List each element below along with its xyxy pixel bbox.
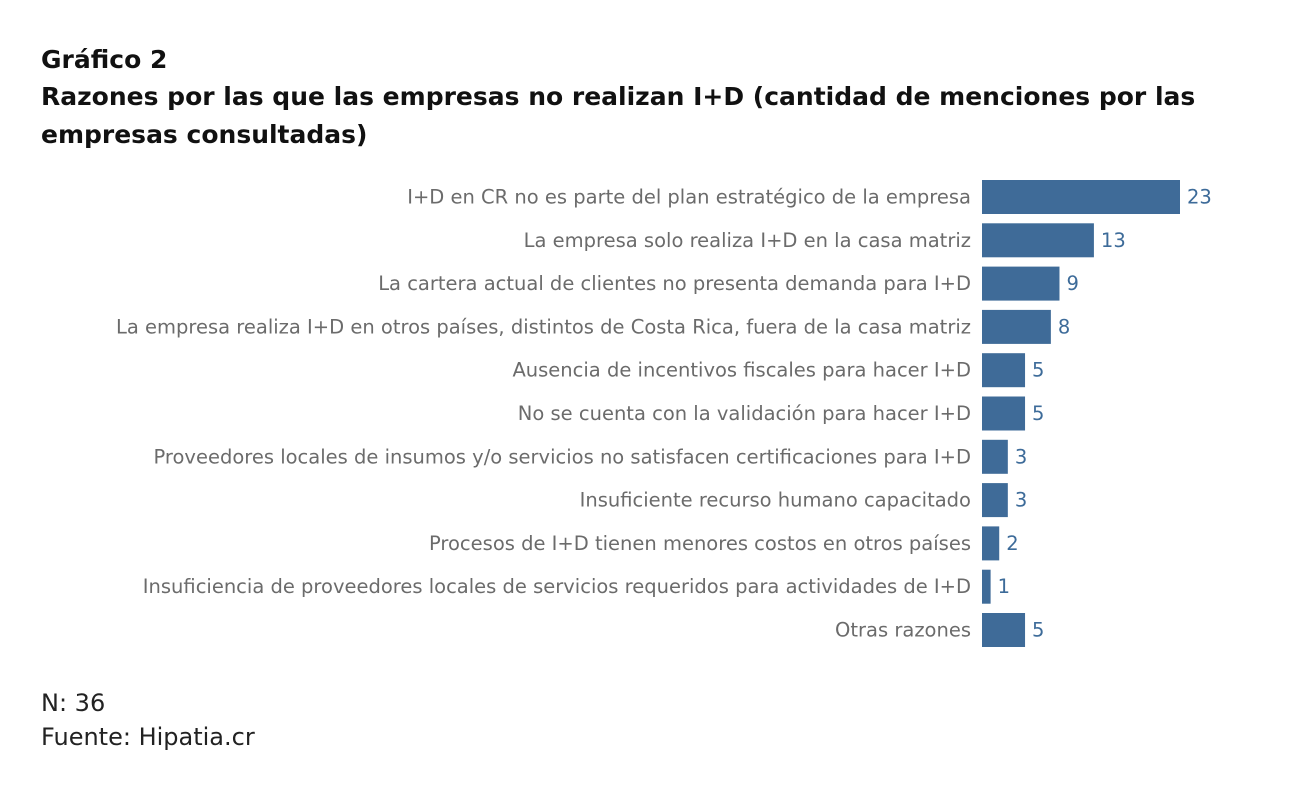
value-label: 9 [1066,272,1078,295]
value-label: 3 [1015,489,1027,512]
category-label: Procesos de I+D tienen menores costos en… [429,532,971,555]
title-block: Gráfico 2 Razones por las que las empres… [41,42,1241,154]
value-label: 23 [1187,186,1212,209]
value-label: 5 [1032,619,1044,642]
category-label: I+D en CR no es parte del plan estratégi… [407,186,971,209]
value-label: 13 [1101,229,1126,252]
category-label: Otras razones [835,619,971,642]
category-label: La cartera actual de clientes no present… [378,272,971,295]
category-label: Insuficiente recurso humano capacitado [580,489,971,512]
footer: N: 36 Fuente: Hipatia.cr [41,686,255,754]
category-label: Ausencia de incentivos fiscales para hac… [512,359,971,382]
value-label: 3 [1015,445,1027,468]
value-label: 1 [998,575,1010,598]
bar [982,266,1060,301]
chart-number: Gráfico 2 [41,45,168,74]
bar [982,180,1180,214]
bar [982,223,1094,258]
value-label: 8 [1058,315,1070,338]
category-label: No se cuenta con la validación para hace… [518,402,971,425]
value-label: 2 [1006,532,1018,555]
bar [982,439,1008,474]
bar [982,526,1000,561]
bar [982,353,1026,388]
source-note: Fuente: Hipatia.cr [41,723,255,751]
bar [982,483,1008,518]
category-label: Proveedores locales de insumos y/o servi… [153,445,971,468]
bar [982,396,1026,431]
value-label: 5 [1032,402,1044,425]
bar [982,309,1051,344]
sample-size-note: N: 36 [41,689,106,717]
category-label: La empresa realiza I+D en otros países, … [116,315,971,338]
bars-group [982,180,1180,647]
category-label: La empresa solo realiza I+D en la casa m… [524,229,971,252]
chart-title: Razones por las que las empresas no real… [41,82,1196,149]
category-labels-group: I+D en CR no es parte del plan estratégi… [116,186,971,642]
category-label: Insuficiencia de proveedores locales de … [143,575,971,598]
value-label: 5 [1032,359,1044,382]
bar [982,613,1026,647]
bar [982,569,991,604]
